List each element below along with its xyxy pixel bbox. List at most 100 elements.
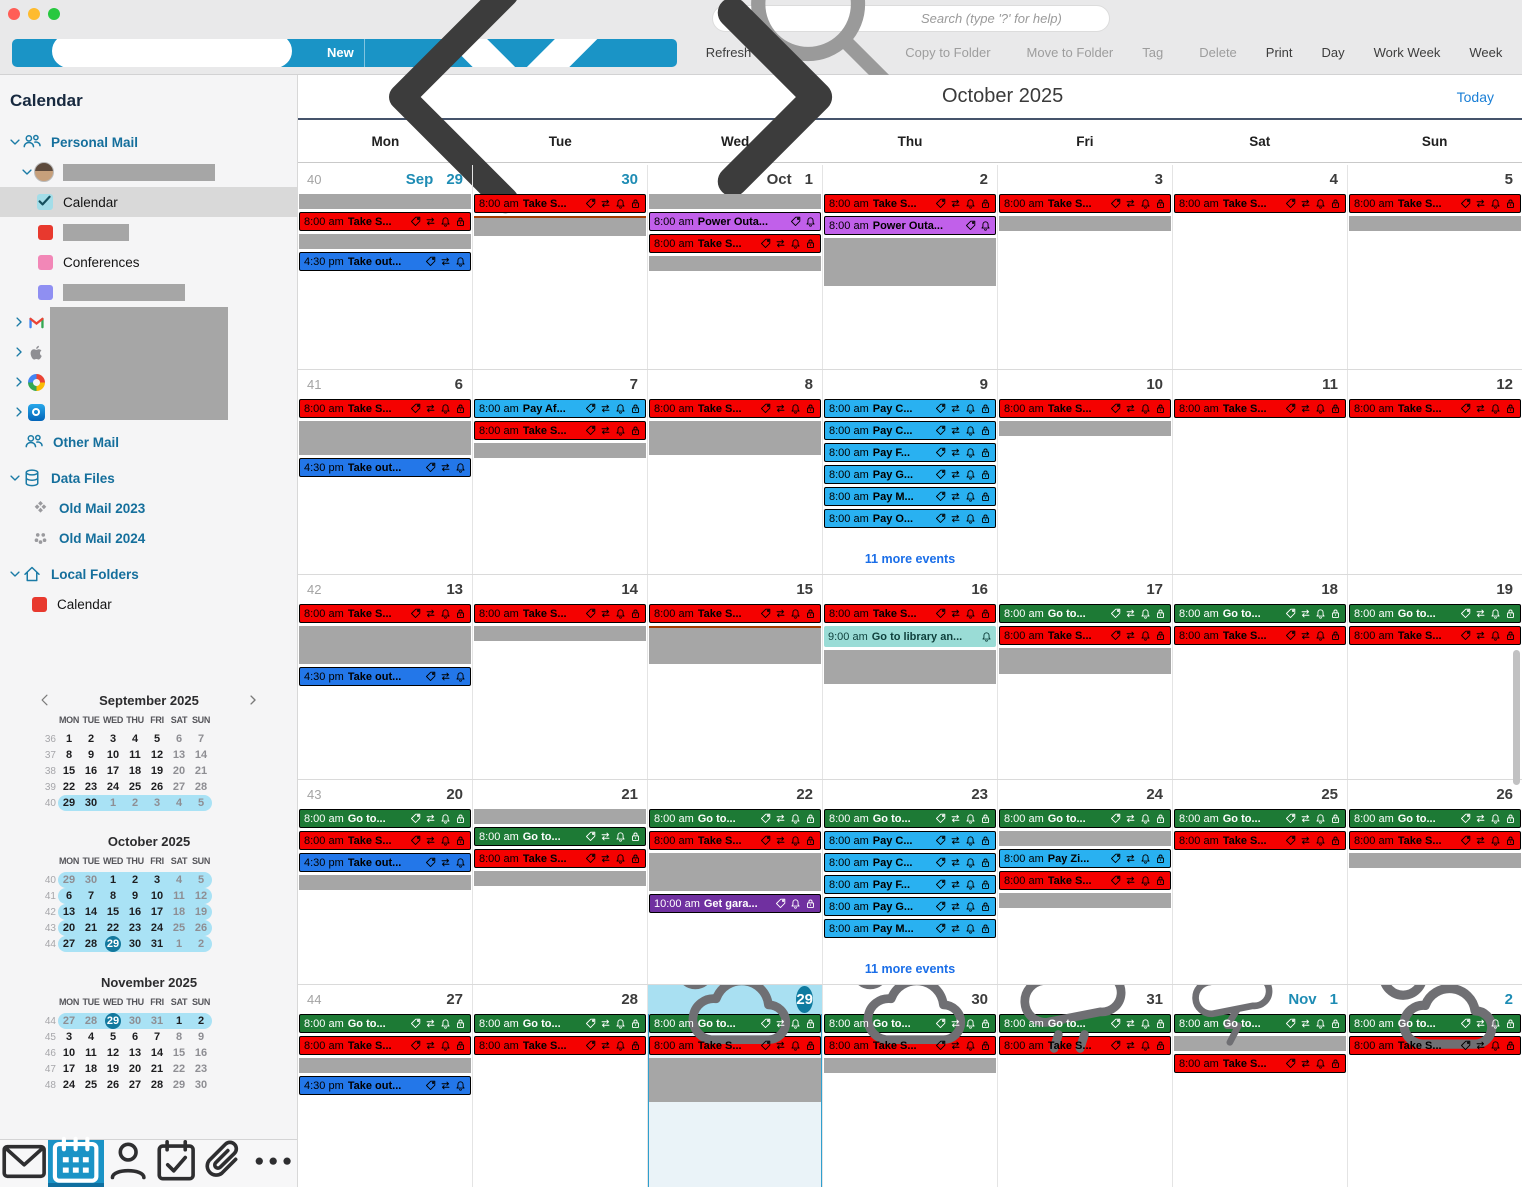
sidebar-item-redacted-calendar[interactable] [0,217,297,247]
day-cell[interactable]: 26 8:00 am Go to... 8:00 am Take S... [1348,780,1522,984]
mini-day-cell[interactable]: 28 [84,938,98,950]
mini-day-cell[interactable]: 12 [194,890,208,902]
day-cell[interactable]: 4 8:00 am Take S... [1173,165,1348,369]
calendar-event[interactable]: 8:00 am Go to... [1174,604,1346,623]
calendar-event[interactable]: 8:00 am Take S... [1349,626,1521,645]
mini-day-cell[interactable]: 1 [175,1015,183,1027]
mini-day-cell[interactable]: 18 [128,765,142,777]
day-cell[interactable]: 17 8:00 am Go to... 8:00 am Take S... [998,575,1173,779]
sidebar-item-local-folders[interactable]: Local Folders [0,559,297,589]
mini-day-cell[interactable]: 13 [62,906,76,918]
mini-day-cell[interactable]: 8 [65,749,73,761]
day-cell[interactable]: 16 8:00 am Take S... 9:00 am Go to libra… [823,575,998,779]
mini-day-cell[interactable]: 7 [197,733,205,745]
day-cell[interactable]: 5 8:00 am Take S... [1348,165,1522,369]
day-cell[interactable]: 24 8:00 am Go to... 8:00 am Pay Zi... 8:… [998,780,1173,984]
calendar-event[interactable]: 8:00 am Take S... [824,604,996,623]
sidebar-item-account[interactable] [0,157,297,187]
calendar-event[interactable]: 8:00 am Pay C... [824,853,996,872]
calendar-event[interactable]: 8:00 am Go to... [824,1014,996,1033]
calendar-event[interactable]: 8:00 am Go to... [999,604,1171,623]
mini-day-cell[interactable]: 28 [150,1079,164,1091]
calendar-event[interactable]: 8:00 am Take S... [1349,1036,1521,1055]
calendar-event[interactable]: 8:00 am Go to... [1349,604,1521,623]
mini-day-cell[interactable]: 10 [62,1047,76,1059]
day-cell[interactable]: 28 8:00 am Go to... 8:00 am Take S... [473,985,648,1187]
scrollbar-thumb[interactable] [1513,650,1520,785]
mini-day-cell[interactable]: 2 [87,733,95,745]
copy-to-folder-button[interactable]: Copy to Folder [898,30,1011,75]
mini-day-cell[interactable]: 27 [172,781,186,793]
day-cell[interactable]: 3 8:00 am Take S... [998,165,1173,369]
day-cell[interactable]: 2 8:00 am Go to... 8:00 am Take S... [1348,985,1522,1187]
day-cell[interactable]: 7 8:00 am Pay Af... 8:00 am Take S... [473,370,648,574]
mini-day-cell[interactable]: 2 [131,874,139,886]
mini-day-cell[interactable]: 2 [197,1015,205,1027]
day-cell[interactable]: 22 8:00 am Go to... 8:00 am Take S... 10… [648,780,823,984]
tag-button[interactable]: Tag [1135,30,1184,75]
calendar-event[interactable]: 8:00 am Take S... [999,399,1171,418]
calendar-event[interactable]: 8:00 am Pay C... [824,399,996,418]
mini-day-cell[interactable]: 17 [150,906,164,918]
mini-day-cell[interactable]: 25 [172,922,186,934]
checkbox-checked[interactable] [37,194,53,210]
mini-day-cell[interactable]: 14 [150,1047,164,1059]
view-day-button[interactable]: 12 Day [1315,30,1345,75]
mini-day-cell[interactable]: 3 [109,733,117,745]
calendar-event[interactable]: 10:00 am Get gara... [649,894,821,913]
calendar-event[interactable]: 4:30 pm Take out... [299,458,471,477]
sidebar-item-old-mail-2023[interactable]: Old Mail 2023 [0,493,297,523]
sidebar-item-local-calendar[interactable]: Calendar [0,589,297,619]
sidebar-item-data-files[interactable]: Data Files [0,463,297,493]
mini-day-cell[interactable]: 30 [84,874,98,886]
mini-day-cell[interactable]: 1 [109,874,117,886]
mini-day-cell[interactable]: 30 [194,1079,208,1091]
mini-day-cell[interactable]: 24 [62,1079,76,1091]
calendar-event[interactable]: 8:00 am Power Outa... [824,216,996,235]
mini-day-cell[interactable]: 29 [62,874,76,886]
calendar-event[interactable]: 8:00 am Pay M... [824,919,996,938]
mini-day-cell[interactable]: 6 [131,1031,139,1043]
calendar-event[interactable]: 8:00 am Take S... [824,1036,996,1055]
calendar-event[interactable]: 8:00 am Go to... [649,809,821,828]
mini-day-cell[interactable]: 30 [128,938,142,950]
calendar-event[interactable]: 8:00 am Take S... [1349,831,1521,850]
calendar-event[interactable]: 8:00 am Go to... [299,1014,471,1033]
mini-day-cell[interactable]: 28 [194,781,208,793]
calendar-event[interactable]: 8:00 am Pay O... [824,509,996,528]
mini-day-cell[interactable]: 25 [128,781,142,793]
day-cell[interactable]: 25 8:00 am Go to... 8:00 am Take S... [1173,780,1348,984]
day-cell[interactable]: 18 8:00 am Go to... 8:00 am Take S... [1173,575,1348,779]
sidebar-item-other-mail[interactable]: Other Mail [0,427,297,457]
calendar-event[interactable]: 8:00 am Take S... [999,626,1171,645]
mini-day-cell[interactable]: 20 [62,922,76,934]
day-cell[interactable]: 43 20 8:00 am Go to... 8:00 am Take S... … [298,780,473,984]
next-month-button[interactable] [624,0,924,247]
calendar-event[interactable]: 8:00 am Take S... [649,399,821,418]
calendar-event[interactable]: 8:00 am Pay G... [824,465,996,484]
mini-day-cell[interactable]: 9 [131,890,139,902]
mini-day-cell[interactable]: 18 [172,906,186,918]
mini-day-cell[interactable]: 12 [150,749,164,761]
calendar-event[interactable]: 8:00 am Take S... [649,604,821,623]
mini-day-cell[interactable]: 16 [128,906,142,918]
mini-day-cell[interactable]: 3 [65,1031,73,1043]
mini-day-cell[interactable]: 22 [172,1063,186,1075]
calendar-event[interactable]: 8:00 am Go to... [999,809,1171,828]
day-cell[interactable]: 30 8:00 am Go to... 8:00 am Take S... [823,985,998,1187]
mini-day-cell[interactable]: 30 [84,797,98,809]
calendar-event[interactable]: 8:00 am Go to... [1349,1014,1521,1033]
day-cell[interactable]: 15 8:00 am Take S... [648,575,823,779]
calendar-event[interactable]: 8:00 am Take S... [474,421,646,440]
day-cell[interactable]: Oct 1 8:00 am Power Outa... 8:00 am Take … [648,165,823,369]
mini-day-cell[interactable]: 2 [197,938,205,950]
mini-day-cell[interactable]: 23 [194,1063,208,1075]
day-cell[interactable]: 2 8:00 am Take S... 8:00 am Power Outa..… [823,165,998,369]
calendar-event[interactable]: 8:00 am Go to... [1349,809,1521,828]
calendar-event[interactable]: 8:00 am Go to... [1174,809,1346,828]
calendar-event[interactable]: 8:00 am Take S... [1174,1054,1346,1073]
day-cell[interactable]: 19 8:00 am Go to... 8:00 am Take S... [1348,575,1522,779]
calendar-event[interactable]: 8:00 am Take S... [824,194,996,213]
mini-day-cell[interactable]: 3 [153,797,161,809]
mini-day-cell[interactable]: 7 [153,1031,161,1043]
